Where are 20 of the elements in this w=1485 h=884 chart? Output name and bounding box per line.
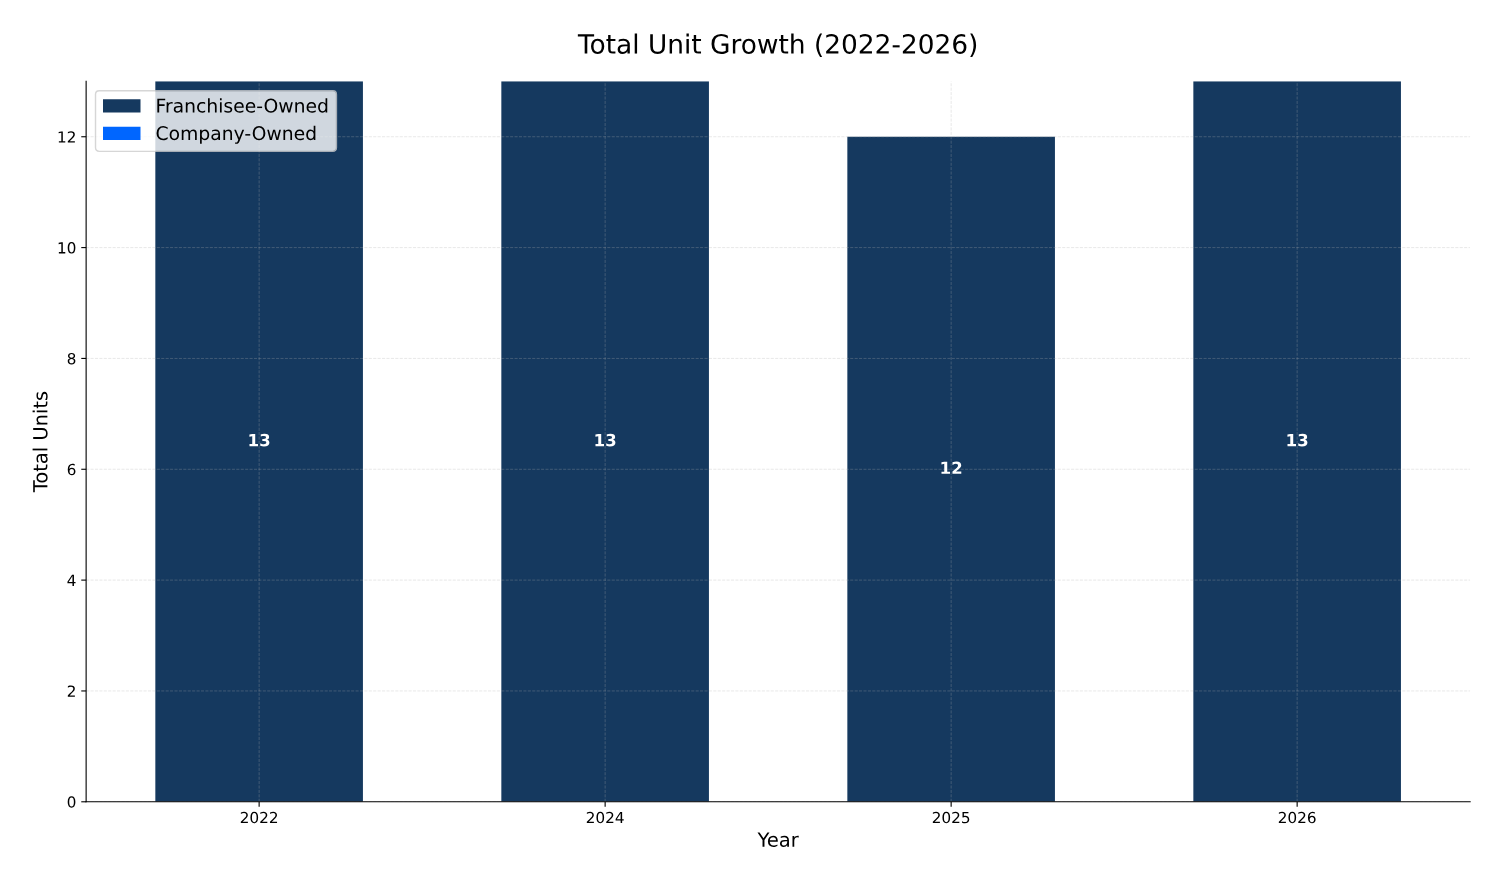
y-tick-label: 6 — [67, 463, 76, 476]
x-tick-label: 2024 — [586, 811, 624, 824]
y-tick-label: 4 — [67, 574, 76, 586]
data-label: 13 — [595, 433, 616, 447]
y-tick-label: 10 — [58, 242, 76, 254]
legend-label: Company-Owned — [156, 125, 316, 144]
x-axis-title: Year — [757, 832, 799, 847]
legend-label: Franchisee-Owned — [157, 98, 328, 113]
y-tick-label: 12 — [58, 131, 75, 143]
y-tick-label: 0 — [67, 796, 76, 808]
x-tick-label: 2025 — [932, 811, 970, 824]
y-tick-label: 8 — [67, 352, 76, 365]
y-tick-label: 2 — [67, 685, 75, 697]
chart-title: Total Unit Growth (2022-2026) — [577, 33, 977, 58]
y-axis-title: Total Units — [32, 391, 48, 493]
x-tick-label: 2026 — [1278, 811, 1316, 824]
data-label: 13 — [249, 433, 270, 447]
data-label: 12 — [941, 461, 962, 474]
data-label: 13 — [1287, 433, 1308, 447]
x-tick-label: 2022 — [240, 811, 278, 824]
